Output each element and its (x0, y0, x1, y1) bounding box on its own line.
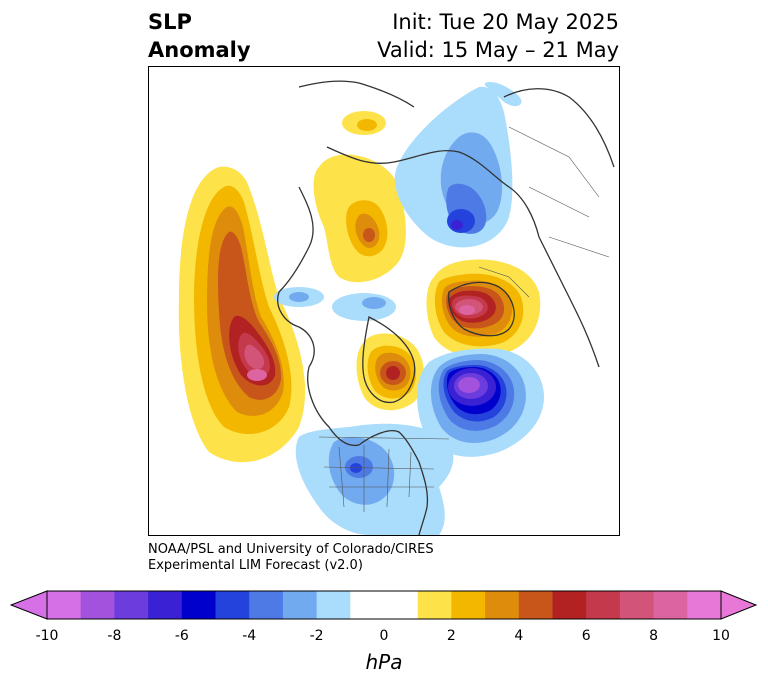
colorbar-segment (350, 591, 385, 619)
colorbar-segment (518, 591, 553, 619)
colorbar-segment (249, 591, 284, 619)
europe-positive-anomaly (426, 259, 541, 357)
colorbar-tick-label: 0 (379, 628, 389, 644)
colorbar-segment (181, 591, 216, 619)
colorbar-segment (215, 591, 250, 619)
init-date: Init: Tue 20 May 2025 (392, 10, 619, 34)
minor-negative-blobs (274, 287, 396, 321)
map-canvas (178, 80, 615, 535)
colorbar-segment (552, 591, 587, 619)
colorbar-tick-label: -6 (174, 628, 189, 644)
colorbar-segment (47, 591, 82, 619)
colorbar-segment (114, 591, 149, 619)
country-borders (318, 126, 610, 512)
arctic-positive-blob (342, 111, 386, 135)
pacific-positive-anomaly (178, 166, 306, 463)
slp-anomaly-map (148, 66, 620, 536)
colorbar-segment (316, 591, 351, 619)
colorbar-extend-high (720, 590, 758, 620)
colorbar-segment (451, 591, 486, 619)
map-title: SLP Anomaly (148, 8, 251, 64)
colorbar-segment (148, 591, 183, 619)
colorbar-segment (653, 591, 688, 619)
colorbar-tick-label: 4 (514, 628, 524, 644)
russia-negative-anomaly (394, 82, 522, 248)
colorbar-tick-label: 2 (446, 628, 456, 644)
colorbar-tick-label: -10 (35, 628, 59, 644)
colorbar-tick-label: 8 (649, 628, 659, 644)
colorbar-tick-label: -4 (242, 628, 257, 644)
colorbar-outline (46, 590, 722, 620)
colorbar-segment (619, 591, 655, 619)
colorbar-segment (485, 591, 520, 619)
colorbar-extend-low (10, 590, 48, 620)
credit-line-2: Experimental LIM Forecast (v2.0) (148, 558, 363, 573)
canada-positive-anomaly (356, 333, 425, 411)
colorbar-segment (687, 591, 722, 619)
colorbar-segment (80, 591, 115, 619)
colorbar-segment (586, 591, 621, 619)
us-negative-anomaly (295, 423, 454, 535)
colorbar-tick-label: 10 (712, 628, 730, 644)
forecast-dates: Init: Tue 20 May 2025 Valid: 15 May – 21… (377, 8, 619, 64)
siberia-positive-anomaly (313, 154, 406, 283)
title-line-2: Anomaly (148, 38, 251, 62)
colorbar-tick-label: -2 (309, 628, 324, 644)
colorbar-unit-label: hPa (365, 650, 403, 674)
colorbar-tick-label: 6 (581, 628, 591, 644)
credit-text: NOAA/PSL and University of Colorado/CIRE… (148, 542, 434, 574)
colorbar-tick-label: -8 (107, 628, 122, 644)
colorbar (10, 590, 758, 620)
colorbar-segment (384, 591, 419, 619)
atlantic-negative-anomaly (417, 348, 544, 457)
valid-range: Valid: 15 May – 21 May (377, 38, 619, 62)
credit-line-1: NOAA/PSL and University of Colorado/CIRE… (148, 542, 434, 557)
colorbar-segments (47, 591, 722, 619)
colorbar-segment (282, 591, 318, 619)
colorbar-segment (417, 591, 452, 619)
title-line-1: SLP (148, 10, 192, 34)
coastlines (277, 80, 615, 535)
